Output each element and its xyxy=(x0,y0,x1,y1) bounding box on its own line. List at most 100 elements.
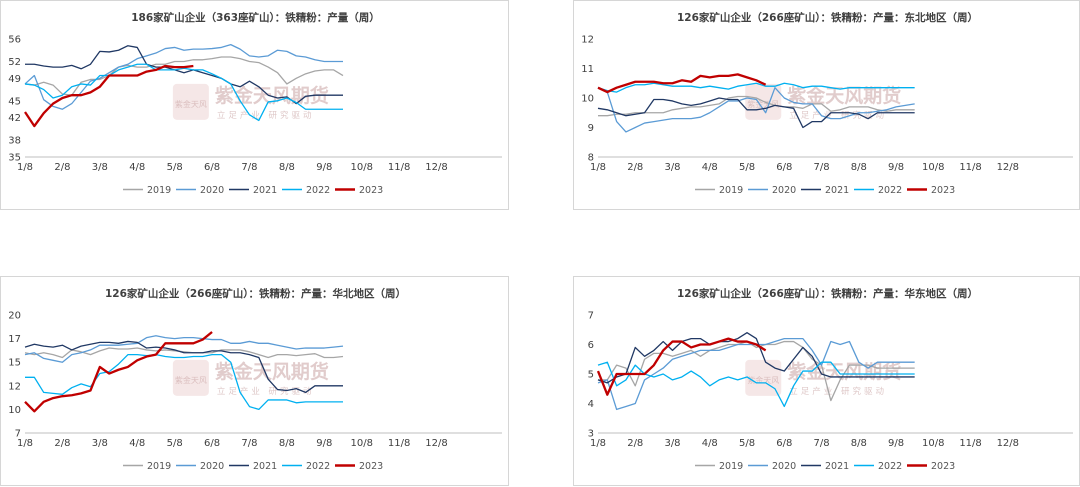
x-tick-label: 4/8 xyxy=(702,438,718,449)
x-tick-label: 2/8 xyxy=(627,438,643,449)
legend-label-2020: 2020 xyxy=(200,185,224,196)
x-tick-label: 6/8 xyxy=(776,162,792,173)
y-tick-label: 11 xyxy=(581,64,594,75)
x-tick-label: 2/8 xyxy=(54,162,70,173)
x-tick-label: 5/8 xyxy=(167,162,183,173)
watermark-name: 紫金天风期货 xyxy=(215,360,329,383)
legend-label-2020: 2020 xyxy=(772,461,796,472)
legend-label-2021: 2021 xyxy=(253,185,277,196)
x-tick-label: 4/8 xyxy=(129,162,145,173)
series-line-2023 xyxy=(597,73,767,94)
y-tick-label: 35 xyxy=(8,153,21,164)
x-tick-label: 4/8 xyxy=(129,438,145,449)
y-tick-label: 20 xyxy=(8,311,21,322)
series-line-2020 xyxy=(24,335,344,363)
x-tick-label: 1/8 xyxy=(590,438,606,449)
x-tick-label: 5/8 xyxy=(739,438,755,449)
legend-label-2022: 2022 xyxy=(878,461,902,472)
series-line-2023 xyxy=(24,64,194,128)
legend-label-2023: 2023 xyxy=(931,185,955,196)
series-line-2023 xyxy=(596,337,767,396)
x-tick-label: 10/8 xyxy=(350,438,372,449)
watermark-seal xyxy=(172,359,209,396)
x-tick-label: 6/8 xyxy=(776,438,792,449)
x-tick-label: 5/8 xyxy=(739,162,755,173)
x-tick-label: 2/8 xyxy=(54,438,70,449)
legend-label-2019: 2019 xyxy=(719,461,743,472)
legend-label-2020: 2020 xyxy=(200,461,224,472)
legend-label-2023: 2023 xyxy=(931,461,955,472)
line-chart: 126家矿山企业（266座矿山）：铁精粉：产量：华北地区（周） 7 10 12 15 17… xyxy=(8,287,502,472)
legend-label-2021: 2021 xyxy=(825,185,849,196)
y-tick-label: 56 xyxy=(8,35,21,46)
watermark-slogan: 立足产业 研究驱动 xyxy=(789,110,887,121)
series-line-2019 xyxy=(24,56,344,96)
x-tick-label: 12/8 xyxy=(997,162,1019,173)
x-tick-label: 9/8 xyxy=(888,162,904,173)
y-tick-label: 8 xyxy=(588,153,594,164)
watermark-seal-text: 紫金天风 xyxy=(175,99,207,109)
legend-label-2022: 2022 xyxy=(878,185,902,196)
x-tick-label: 7/8 xyxy=(813,162,829,173)
y-tick-label: 52 xyxy=(8,57,21,68)
y-tick-label: 38 xyxy=(8,136,21,147)
x-tick-label: 1/8 xyxy=(17,162,33,173)
y-tick-label: 3 xyxy=(588,429,594,440)
line-chart: 186家矿山企业（363座矿山）：铁精粉：产量（周） 35 38 42 45 49 52 56… xyxy=(8,11,502,196)
x-tick-label: 7/8 xyxy=(241,162,257,173)
x-tick-label: 12/8 xyxy=(425,438,447,449)
x-tick-label: 11/8 xyxy=(959,162,981,173)
series-line-2019 xyxy=(598,95,915,117)
y-tick-label: 15 xyxy=(8,358,21,369)
y-tick-label: 12 xyxy=(8,381,21,392)
x-tick-label: 9/8 xyxy=(316,162,332,173)
chart-panel-total: 186家矿山企业（363座矿山）：铁精粉：产量（周） 35 38 42 45 49 52 56… xyxy=(0,0,509,210)
series-line-2020 xyxy=(597,87,915,133)
series-line-2019 xyxy=(598,340,915,402)
x-tick-label: 10/8 xyxy=(922,162,944,173)
legend-label-2020: 2020 xyxy=(772,185,796,196)
x-tick-label: 11/8 xyxy=(959,438,981,449)
watermark-seal-text: 紫金天风 xyxy=(175,375,207,385)
x-tick-label: 11/8 xyxy=(388,162,410,173)
x-tick-label: 3/8 xyxy=(664,438,680,449)
legend-label-2022: 2022 xyxy=(306,185,330,196)
y-tick-label: 42 xyxy=(8,113,21,124)
x-tick-label: 10/8 xyxy=(922,438,944,449)
watermark-slogan: 立足产业 研究驱动 xyxy=(217,386,315,397)
watermark-name: 紫金天风期货 xyxy=(787,84,901,107)
x-tick-label: 12/8 xyxy=(425,162,447,173)
x-tick-label: 8/8 xyxy=(851,438,867,449)
legend-label-2019: 2019 xyxy=(147,461,171,472)
x-tick-label: 4/8 xyxy=(702,162,718,173)
watermark-seal-text: 紫金天风 xyxy=(747,375,779,385)
legend-label-2019: 2019 xyxy=(147,185,171,196)
legend-label-2022: 2022 xyxy=(306,461,330,472)
y-tick-label: 10 xyxy=(581,94,594,105)
legend-label-2021: 2021 xyxy=(253,461,277,472)
y-tick-label: 9 xyxy=(588,123,594,134)
y-tick-label: 45 xyxy=(8,96,21,107)
series-line-2019 xyxy=(24,347,344,359)
series-line-2022 xyxy=(597,82,915,93)
legend-label-2023: 2023 xyxy=(359,185,383,196)
x-tick-label: 8/8 xyxy=(279,438,295,449)
chart-title: 126家矿山企业（266座矿山）：铁精粉：产量：华东地区（周） xyxy=(677,287,978,300)
y-tick-label: 10 xyxy=(8,405,21,416)
series-line-2022 xyxy=(25,353,343,411)
x-tick-label: 7/8 xyxy=(241,438,257,449)
y-tick-label: 12 xyxy=(581,35,594,46)
x-tick-label: 1/8 xyxy=(590,162,606,173)
x-tick-label: 5/8 xyxy=(167,438,183,449)
y-tick-label: 7 xyxy=(588,311,594,322)
chart-title: 186家矿山企业（363座矿山）：铁精粉：产量（周） xyxy=(131,11,380,24)
series-line-2023 xyxy=(24,331,213,413)
x-tick-label: 6/8 xyxy=(204,162,220,173)
x-tick-label: 10/8 xyxy=(350,162,372,173)
watermark-slogan: 立足产业 研究驱动 xyxy=(789,386,887,397)
watermark-seal xyxy=(172,83,209,120)
watermark-seal-text: 紫金天风 xyxy=(747,99,779,109)
chart-panel-north: 126家矿山企业（266座矿山）：铁精粉：产量：华北地区（周） 7 10 12 15 17… xyxy=(0,276,509,486)
x-tick-label: 8/8 xyxy=(279,162,295,173)
x-tick-label: 7/8 xyxy=(813,438,829,449)
